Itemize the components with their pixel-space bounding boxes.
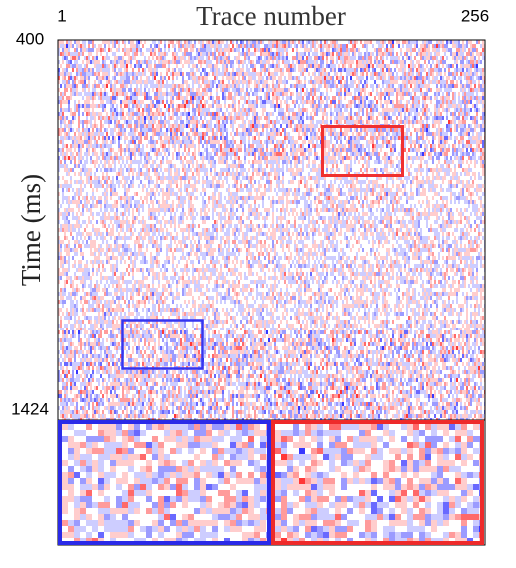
zoom-panels [62, 424, 480, 541]
noise-texture [58, 40, 485, 160]
noise-texture [58, 330, 485, 420]
seismic-image [58, 40, 485, 420]
noise-texture [275, 424, 480, 541]
noise-texture [62, 424, 267, 541]
x-tick-label: 1 [57, 6, 66, 25]
red-zoom-box [271, 420, 484, 545]
x-tick-label: 256 [461, 6, 489, 25]
noise-texture [275, 424, 480, 541]
noise-texture [58, 40, 485, 160]
red-region-box [321, 125, 404, 177]
noise-texture [275, 424, 480, 541]
blue-region-box [121, 319, 204, 370]
noise-texture [275, 424, 480, 541]
noise-texture [58, 40, 485, 160]
noise-texture [62, 424, 267, 541]
noise-texture [58, 330, 485, 420]
noise-texture [58, 160, 485, 330]
blue-zoom-box [58, 420, 271, 545]
noise-texture [62, 424, 267, 541]
noise-texture [68, 424, 267, 541]
noise-texture [58, 40, 485, 160]
noise-texture [58, 160, 485, 330]
noise-texture [86, 424, 254, 541]
noise-texture [58, 330, 485, 420]
noise-texture [58, 160, 485, 330]
chart-title: Trace number [196, 1, 346, 31]
y-tick-label: 400 [16, 29, 44, 48]
noise-texture [74, 430, 267, 541]
y-tick-label: 1424 [11, 399, 49, 418]
y-axis-label: Time (ms) [16, 174, 46, 286]
